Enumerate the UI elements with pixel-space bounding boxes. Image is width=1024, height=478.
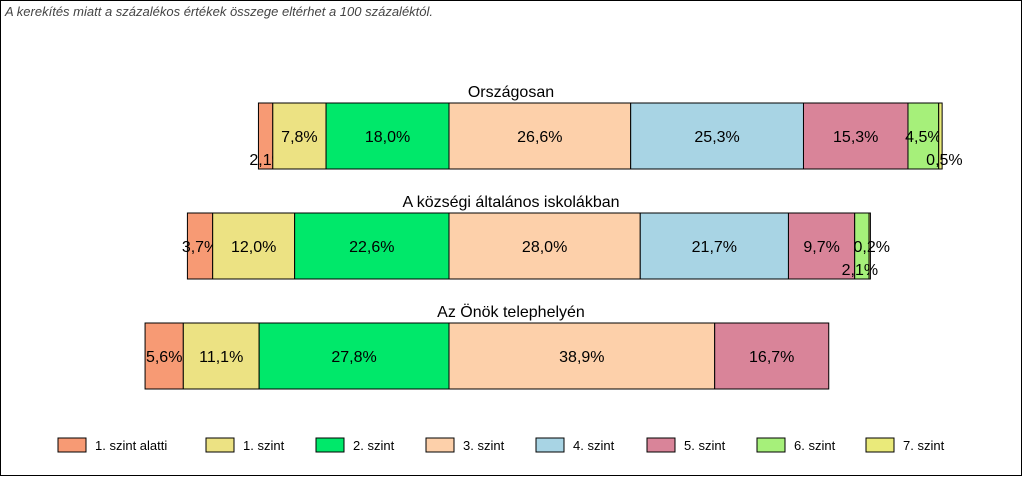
bar-segment bbox=[802, 102, 909, 170]
legend-swatch bbox=[756, 437, 786, 453]
data-label: 0,2% bbox=[853, 239, 889, 256]
bar-segment bbox=[630, 102, 804, 170]
legend-swatch bbox=[646, 437, 676, 453]
rounding-note: A kerekítés miatt a százalékos értékek ö… bbox=[5, 4, 434, 19]
bar-segment bbox=[212, 212, 296, 280]
bar-segment bbox=[787, 212, 856, 280]
bar-segment bbox=[938, 102, 943, 170]
data-label: 21,7% bbox=[692, 239, 737, 256]
data-label: 28,0% bbox=[522, 239, 567, 256]
bar-segment bbox=[186, 212, 214, 280]
legend-label: 1. szint alatti bbox=[95, 438, 167, 453]
data-label: 0,5% bbox=[926, 152, 962, 169]
legend-swatch bbox=[315, 437, 345, 453]
data-label: 22,6% bbox=[349, 239, 394, 256]
data-label: 2,1% bbox=[842, 262, 878, 279]
bar-segment bbox=[448, 212, 641, 280]
legend-label: 6. szint bbox=[794, 438, 836, 453]
legend-swatch bbox=[535, 437, 565, 453]
legend-swatch bbox=[865, 437, 895, 453]
data-label: 4,5% bbox=[905, 129, 941, 146]
bar-segment bbox=[325, 102, 450, 170]
bar-segment bbox=[294, 212, 450, 280]
data-label: 7,8% bbox=[281, 129, 317, 146]
legend-swatch bbox=[205, 437, 235, 453]
data-label: 9,7% bbox=[803, 239, 839, 256]
data-label: 38,9% bbox=[559, 349, 604, 366]
bar-segment bbox=[144, 322, 184, 390]
group-title: Az Önök telephelyén bbox=[437, 303, 585, 321]
bar-segment bbox=[448, 322, 716, 390]
data-label: 25,3% bbox=[694, 129, 739, 146]
legend-label: 4. szint bbox=[573, 438, 615, 453]
legend-label: 1. szint bbox=[243, 438, 285, 453]
data-label: 27,8% bbox=[331, 349, 376, 366]
group-title: Országosan bbox=[468, 84, 554, 101]
group-title: A községi általános iskolákban bbox=[402, 194, 619, 211]
data-label: 18,0% bbox=[365, 129, 410, 146]
data-label: 16,7% bbox=[749, 349, 794, 366]
legend-label: 7. szint bbox=[903, 438, 945, 453]
bar-segment bbox=[258, 322, 450, 390]
data-label: 3,7% bbox=[182, 239, 218, 256]
data-label: 12,0% bbox=[231, 239, 276, 256]
bar-segment bbox=[182, 322, 260, 390]
bar-segment bbox=[272, 102, 327, 170]
legend-label: 3. szint bbox=[463, 438, 505, 453]
bar-segment bbox=[907, 102, 940, 170]
bar-segment bbox=[868, 212, 871, 280]
data-label: 26,6% bbox=[517, 129, 562, 146]
legend-swatch bbox=[425, 437, 455, 453]
data-label: 11,1% bbox=[199, 349, 243, 366]
data-label: 5,6% bbox=[146, 349, 182, 366]
data-label: 15,3% bbox=[833, 129, 878, 146]
bar-segment bbox=[639, 212, 789, 280]
legend-label: 2. szint bbox=[353, 438, 395, 453]
legend-label: 5. szint bbox=[684, 438, 726, 453]
bar-segment bbox=[714, 322, 830, 390]
legend-swatch bbox=[57, 437, 87, 453]
